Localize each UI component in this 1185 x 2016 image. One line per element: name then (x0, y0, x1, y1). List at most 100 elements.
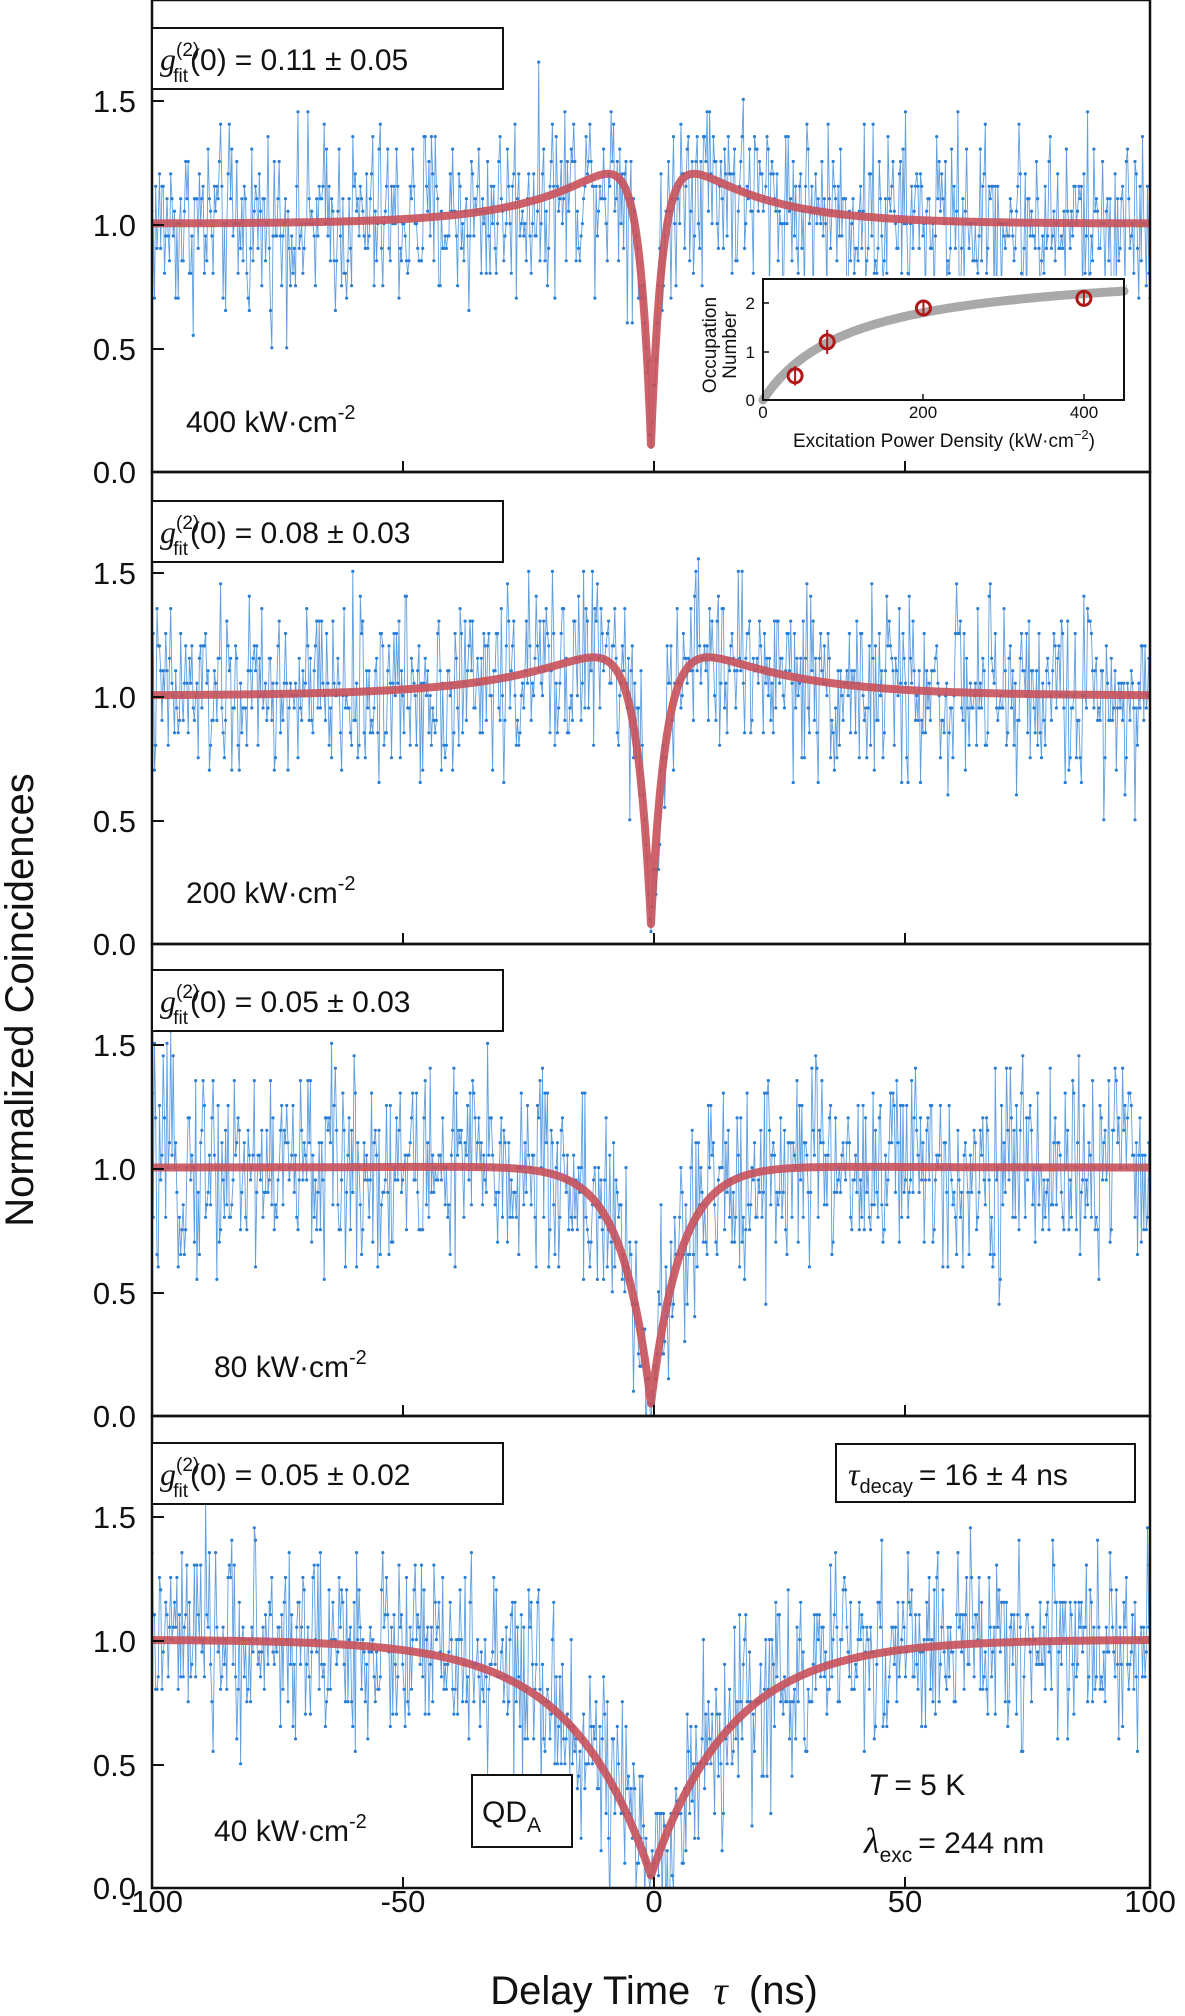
data-point (670, 1315, 674, 1319)
data-point (292, 1662, 296, 1666)
data-point (1129, 234, 1133, 238)
data-point (1009, 706, 1014, 710)
data-point (458, 184, 462, 188)
data-point (1041, 1228, 1045, 1232)
data-point (317, 619, 321, 623)
data-point (1088, 1153, 1092, 1157)
data-point (674, 284, 678, 288)
data-point (995, 706, 999, 710)
data-point (545, 631, 550, 636)
data-point (427, 1215, 431, 1219)
data-point (210, 1116, 214, 1120)
data-point (156, 1265, 160, 1269)
data-point (321, 184, 325, 188)
data-point (709, 1762, 713, 1766)
data-point (814, 1054, 818, 1058)
data-point (1018, 1625, 1022, 1629)
data-point (907, 594, 911, 598)
data-point (237, 1600, 241, 1604)
data-point (832, 184, 837, 188)
data-point (938, 756, 943, 760)
data-point (1059, 1190, 1063, 1194)
data-point (527, 569, 531, 574)
data-point (1107, 259, 1111, 263)
data-point (861, 1625, 865, 1629)
data-point (769, 172, 773, 176)
data-point (880, 1203, 884, 1207)
data-point (938, 209, 943, 213)
data-point (466, 1103, 470, 1108)
data-point (872, 768, 876, 772)
data-point (388, 681, 392, 685)
data-point (523, 1737, 527, 1741)
data-point (459, 631, 463, 636)
data-point (1116, 1141, 1120, 1145)
data-point (423, 135, 427, 139)
data-point (690, 669, 694, 673)
data-point (1009, 1116, 1014, 1120)
data-point (628, 818, 632, 822)
data-point (814, 1687, 818, 1691)
data-point (215, 184, 219, 188)
data-point (1014, 209, 1019, 213)
data-point (1056, 172, 1060, 176)
data-point (600, 197, 604, 201)
data-point (947, 731, 951, 735)
data-point (670, 1874, 674, 1878)
data-point (258, 1178, 263, 1182)
data-point (1056, 1737, 1060, 1741)
data-point (542, 1737, 546, 1741)
data-point (806, 1190, 810, 1194)
data-point (850, 222, 854, 226)
data-point (792, 1153, 797, 1157)
data-point (381, 284, 385, 288)
data-point (1014, 1712, 1019, 1716)
data-point (918, 780, 923, 785)
data-point (250, 706, 254, 710)
data-point (187, 656, 191, 660)
data-point (226, 1103, 230, 1108)
data-point (862, 122, 866, 126)
data-point (1144, 284, 1148, 288)
data-point (1139, 259, 1143, 263)
data-point (409, 656, 414, 660)
data-point (885, 1203, 889, 1207)
data-point (431, 706, 435, 710)
data-point (295, 1625, 299, 1629)
data-point (370, 1091, 374, 1095)
data-point (680, 694, 684, 698)
data-point (416, 669, 420, 673)
data-point (456, 1712, 460, 1716)
data-point (552, 1600, 556, 1604)
data-point (462, 1215, 466, 1219)
data-point (1001, 706, 1005, 710)
data-point (1109, 656, 1113, 660)
data-point (827, 1116, 832, 1120)
data-point (412, 184, 416, 188)
data-point (311, 731, 315, 735)
data-point (976, 271, 980, 275)
data-point (1117, 681, 1121, 685)
data-point (826, 631, 830, 636)
data-point (519, 1091, 523, 1095)
data-point (199, 1141, 203, 1145)
y-tick-label: 1.5 (93, 84, 136, 119)
data-point (908, 1178, 913, 1182)
data-point (484, 718, 488, 723)
data-point (249, 669, 253, 673)
data-point (1054, 1600, 1058, 1604)
data-point (504, 1625, 508, 1629)
data-point (623, 607, 627, 611)
data-point (499, 607, 503, 611)
panel-200: 0.0 0.5 1.0 1.5 g(2) fit(0) = 0.08 ± 0.03 … (93, 470, 1152, 962)
data-point (300, 1128, 304, 1132)
data-point (224, 308, 228, 313)
data-point (298, 706, 303, 710)
data-point (512, 172, 516, 176)
data-point (674, 1787, 678, 1791)
inset-frame (762, 278, 1125, 401)
data-point (358, 184, 362, 188)
data-point (482, 222, 486, 226)
data-point (693, 1315, 697, 1319)
data-point (261, 1215, 265, 1219)
